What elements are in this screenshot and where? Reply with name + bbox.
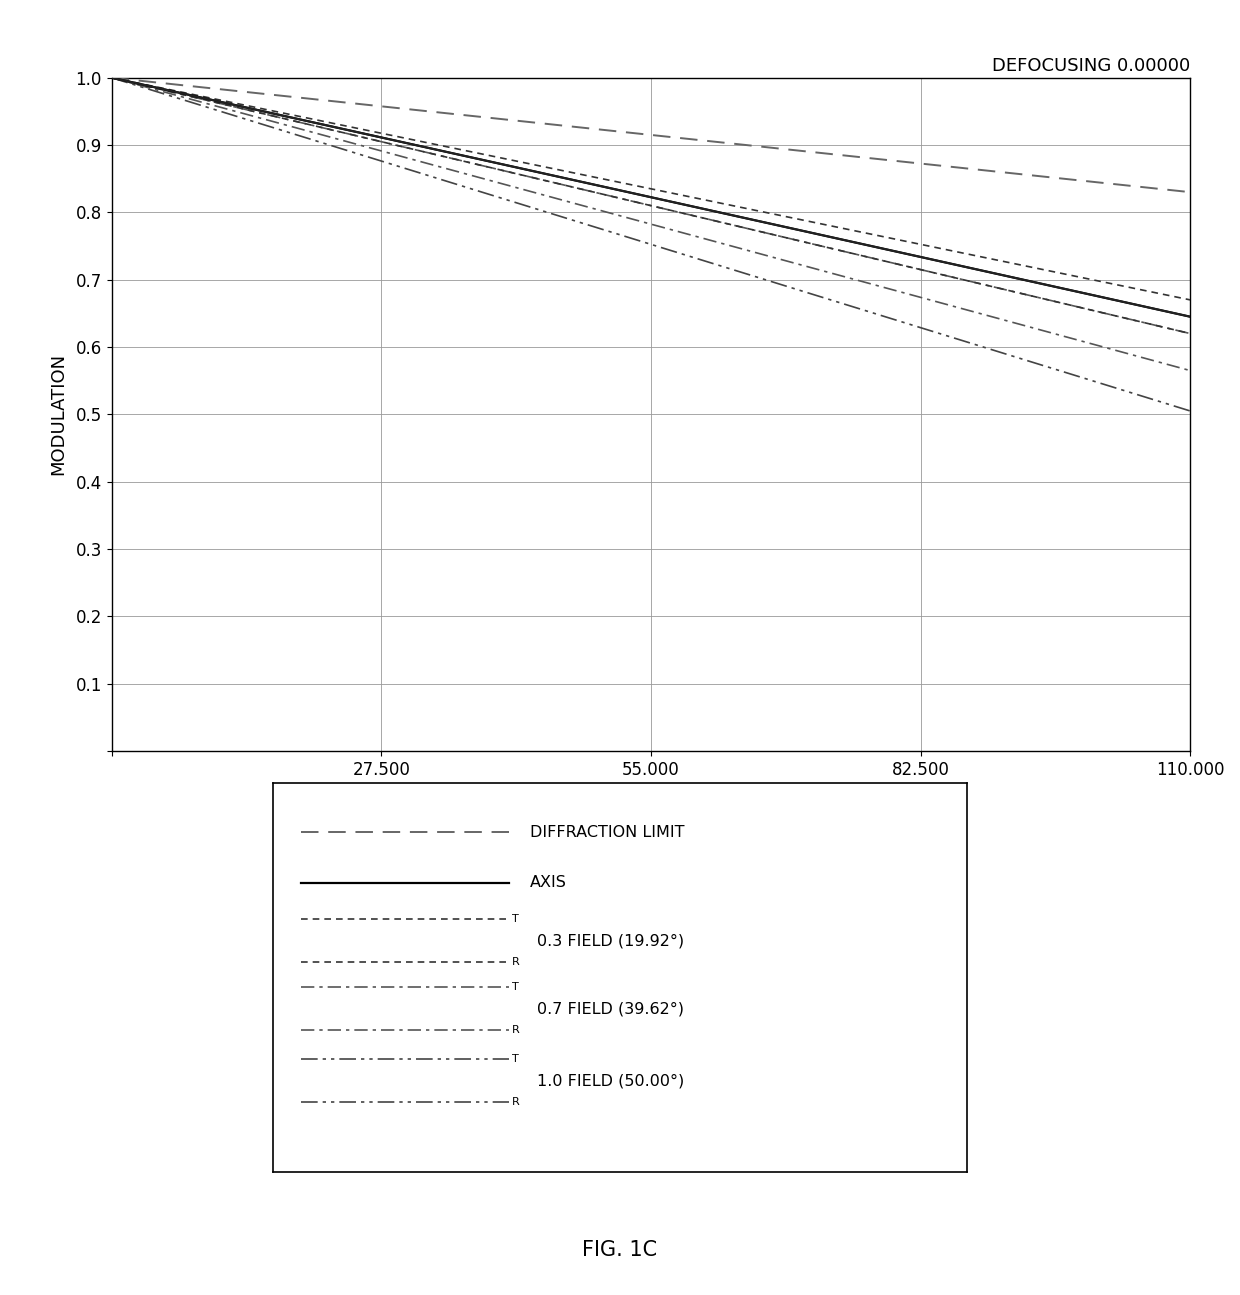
Text: 0.3 FIELD (19.92°): 0.3 FIELD (19.92°) bbox=[537, 934, 683, 948]
Text: 0.7 FIELD (39.62°): 0.7 FIELD (39.62°) bbox=[537, 1001, 683, 1017]
Text: 1.0 FIELD (50.00°): 1.0 FIELD (50.00°) bbox=[537, 1074, 684, 1088]
X-axis label: SPATIAL FREQUENCY (CYCLES/MM): SPATIAL FREQUENCY (CYCLES/MM) bbox=[496, 787, 806, 805]
Text: T: T bbox=[512, 914, 520, 925]
Y-axis label: MODULATION: MODULATION bbox=[50, 354, 67, 475]
Text: DEFOCUSING 0.00000: DEFOCUSING 0.00000 bbox=[992, 57, 1190, 75]
Text: AXIS: AXIS bbox=[529, 875, 567, 890]
Text: R: R bbox=[512, 957, 520, 967]
Text: FIG. 1C: FIG. 1C bbox=[583, 1239, 657, 1260]
Text: R: R bbox=[512, 1026, 520, 1035]
Text: T: T bbox=[512, 1054, 520, 1064]
Text: R: R bbox=[512, 1097, 520, 1107]
Text: DIFFRACTION LIMIT: DIFFRACTION LIMIT bbox=[529, 825, 684, 839]
Text: T: T bbox=[512, 983, 520, 992]
